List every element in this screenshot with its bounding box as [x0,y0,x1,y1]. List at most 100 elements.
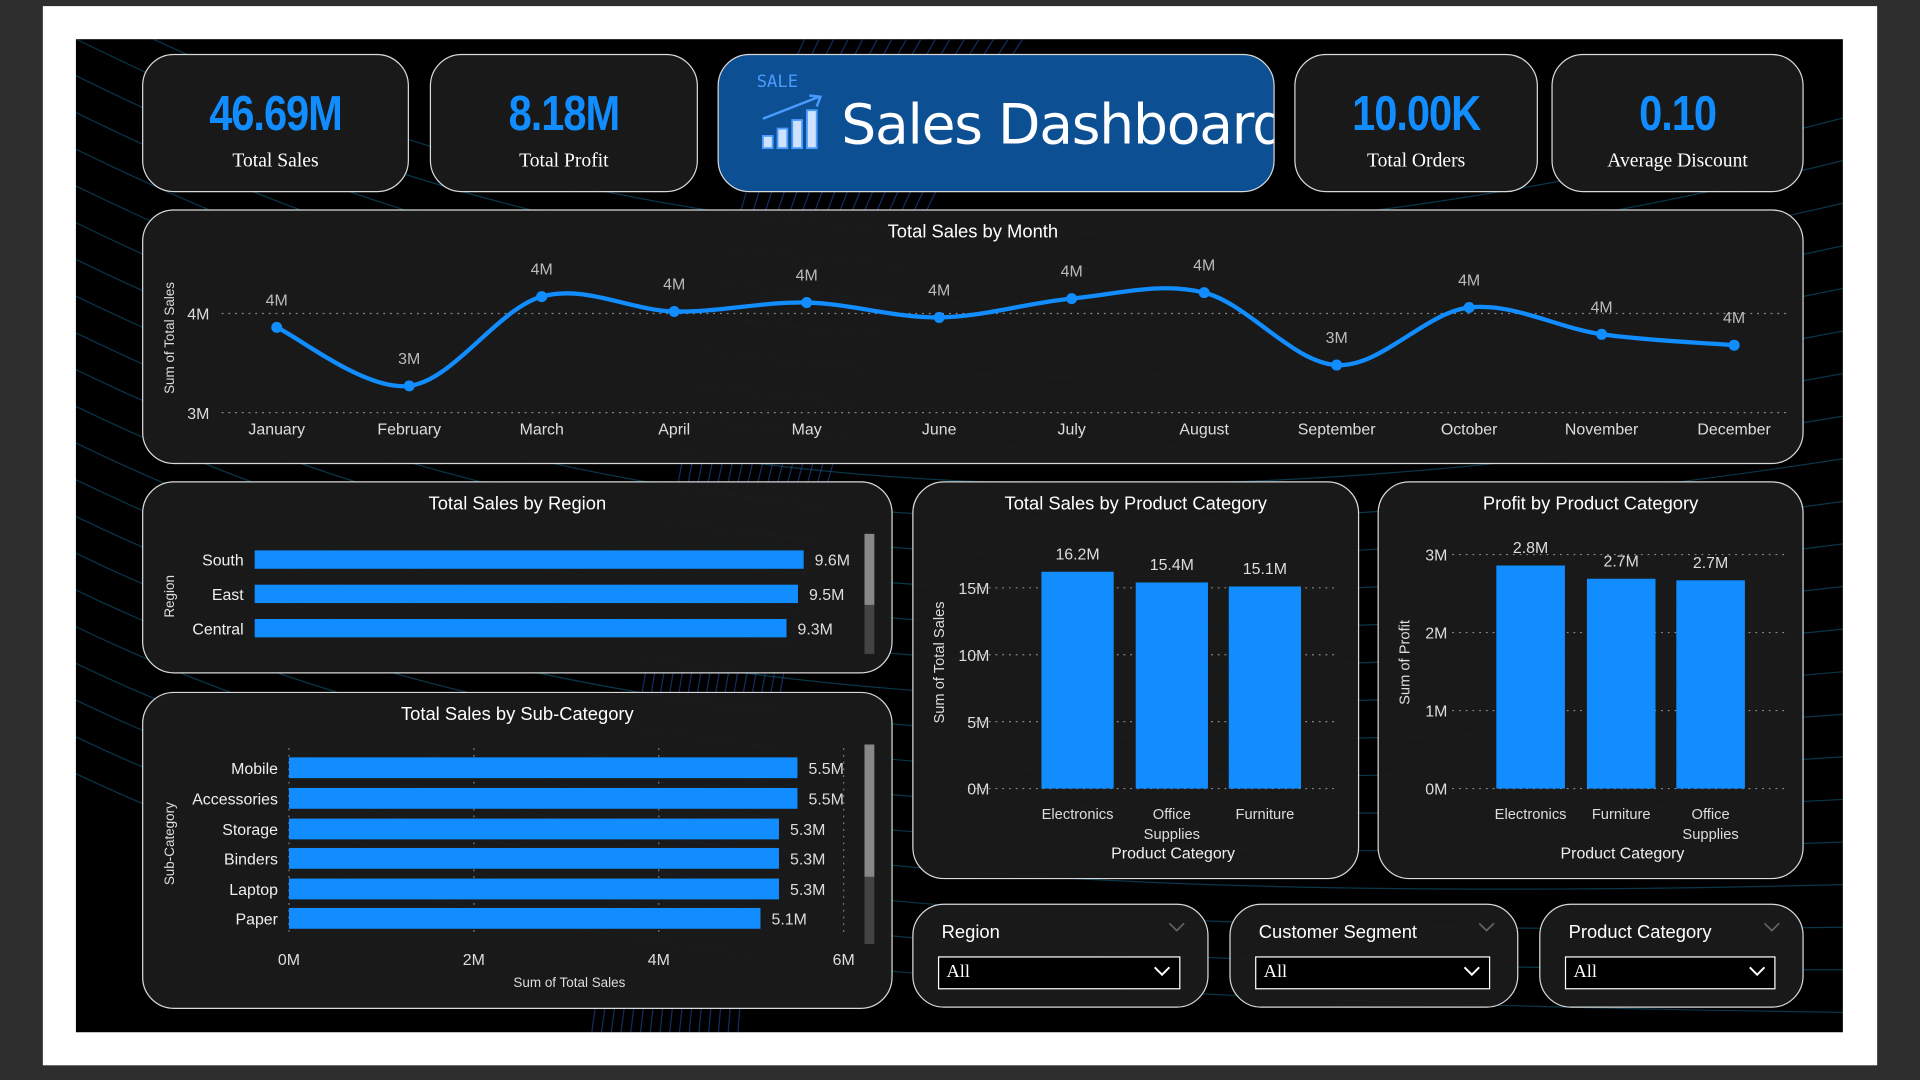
x-tick-label: 4M [648,952,670,969]
bar[interactable] [254,550,804,569]
kpi-total-sales: 46.69M Total Sales [142,53,409,193]
kpi-value: 10.00K [1352,86,1481,141]
bar[interactable] [288,907,761,929]
x-tick-label: November [1565,422,1639,439]
data-point[interactable] [1198,287,1210,299]
y-tick-label: 10M [958,648,989,665]
data-point[interactable] [1066,293,1078,305]
data-point[interactable] [1728,339,1740,351]
bar[interactable] [1041,571,1114,789]
data-point[interactable] [668,305,680,317]
data-label: 5.5M [808,791,843,808]
kpi-label: Average Discount [1607,150,1748,172]
sales-growth-chart-icon [761,94,823,150]
x-tick-label: Supplies [1144,827,1200,843]
category-label: Storage [222,822,278,839]
data-label: 4M [663,276,685,293]
data-label: 4M [1458,272,1480,289]
page-title: Sales Dashboard [841,91,1275,157]
x-tick-label: June [922,422,957,439]
data-label: 9.5M [809,587,844,604]
bar[interactable] [1228,586,1302,789]
x-tick-label: March [520,422,564,439]
kpi-total-orders: 10.00K Total Orders [1294,53,1538,193]
kpi-total-profit: 8.18M Total Profit [429,53,698,193]
sales-line [275,286,1735,389]
kpi-value: 8.18M [508,86,621,141]
bar[interactable] [288,757,798,779]
data-label: 15.1M [1243,561,1287,578]
region-slicer: Region All [912,903,1209,1008]
kpi-label: Total Profit [519,150,609,172]
y-tick-label: 4M [187,307,209,324]
chart-title: Profit by Product Category [1482,493,1699,515]
customer-segment-dropdown[interactable]: All [1255,956,1491,990]
data-point[interactable] [1596,328,1608,340]
data-label: 4M [1723,310,1745,327]
data-point[interactable] [403,380,415,392]
data-point[interactable] [1331,359,1343,371]
chevron-down-icon[interactable] [1763,922,1780,932]
data-point[interactable] [536,291,548,303]
bar[interactable] [1586,578,1656,789]
bar[interactable] [288,878,779,900]
data-point[interactable] [933,311,945,323]
data-point[interactable] [801,297,813,309]
bar[interactable] [254,618,787,638]
bar[interactable] [288,787,798,809]
y-axis-title: Region [162,575,177,618]
y-axis-title: Sub-Category [162,802,177,885]
data-label: 3M [398,351,420,368]
y-tick-label: 3M [1425,548,1447,565]
x-tick-label: Electronics [1042,807,1114,823]
x-tick-label: Supplies [1682,827,1738,843]
data-label: 4M [266,292,288,309]
chevron-down-icon[interactable] [1478,922,1495,932]
y-axis-title: Sum of Total Sales [932,601,948,723]
chevron-down-icon[interactable] [1168,922,1185,932]
bar[interactable] [1676,580,1745,789]
scrollbar-thumb[interactable] [864,744,875,877]
region-dropdown[interactable]: All [937,956,1181,990]
bar[interactable] [1135,582,1208,789]
bar[interactable] [1496,565,1565,789]
profit-by-product-category-chart[interactable]: Profit by Product Category 0M 1M 2M 3M 2.8M E… [1377,481,1804,880]
data-label: 15.4M [1150,557,1194,574]
x-tick-label: 0M [278,952,300,969]
slicer-label: Product Category [1568,922,1712,943]
data-label: 4M [1193,258,1215,275]
bar[interactable] [254,584,798,604]
dropdown-value: All [1573,962,1597,983]
x-tick-label: October [1441,422,1498,439]
sales-by-month-chart[interactable]: Total Sales by Month 3M 4M Sum of Total Sa… [142,209,1804,465]
chevron-down-icon [1154,966,1171,977]
category-label: Accessories [192,791,278,808]
y-axis-title: Sum of Total Sales [162,282,177,394]
category-label: Mobile [231,761,278,778]
category-label: Paper [236,911,279,928]
y-axis-title: Sum of Profit [1397,620,1413,705]
customer-segment-slicer: Customer Segment All [1229,903,1519,1008]
y-tick-label: 5M [967,715,989,732]
data-point[interactable] [271,321,283,333]
data-label: 4M [1061,264,1083,281]
sales-by-product-category-chart[interactable]: Total Sales by Product Category 0M 5M 10M 1… [912,481,1360,880]
product-category-dropdown[interactable]: All [1564,956,1776,990]
x-tick-label: August [1179,422,1229,439]
dropdown-value: All [946,962,971,983]
scrollbar-thumb[interactable] [864,533,875,605]
y-tick-label: 2M [1425,626,1447,643]
sales-by-subcategory-chart[interactable]: Total Sales by Sub-Category 0M 2M 4M 6M Sum … [142,691,893,1009]
data-label: 3M [1326,330,1348,347]
data-point[interactable] [1463,302,1475,314]
chevron-down-icon [1749,966,1766,977]
kpi-value: 46.69M [209,86,343,141]
bar[interactable] [288,847,779,869]
x-tick-label: 6M [833,952,855,969]
category-label: East [212,587,244,604]
data-label: 5.5M [808,761,843,778]
bar[interactable] [288,818,779,840]
product-category-slicer: Product Category All [1539,903,1804,1008]
sales-by-region-chart[interactable]: Total Sales by Region South 9.6M East 9.5M C… [142,481,893,674]
